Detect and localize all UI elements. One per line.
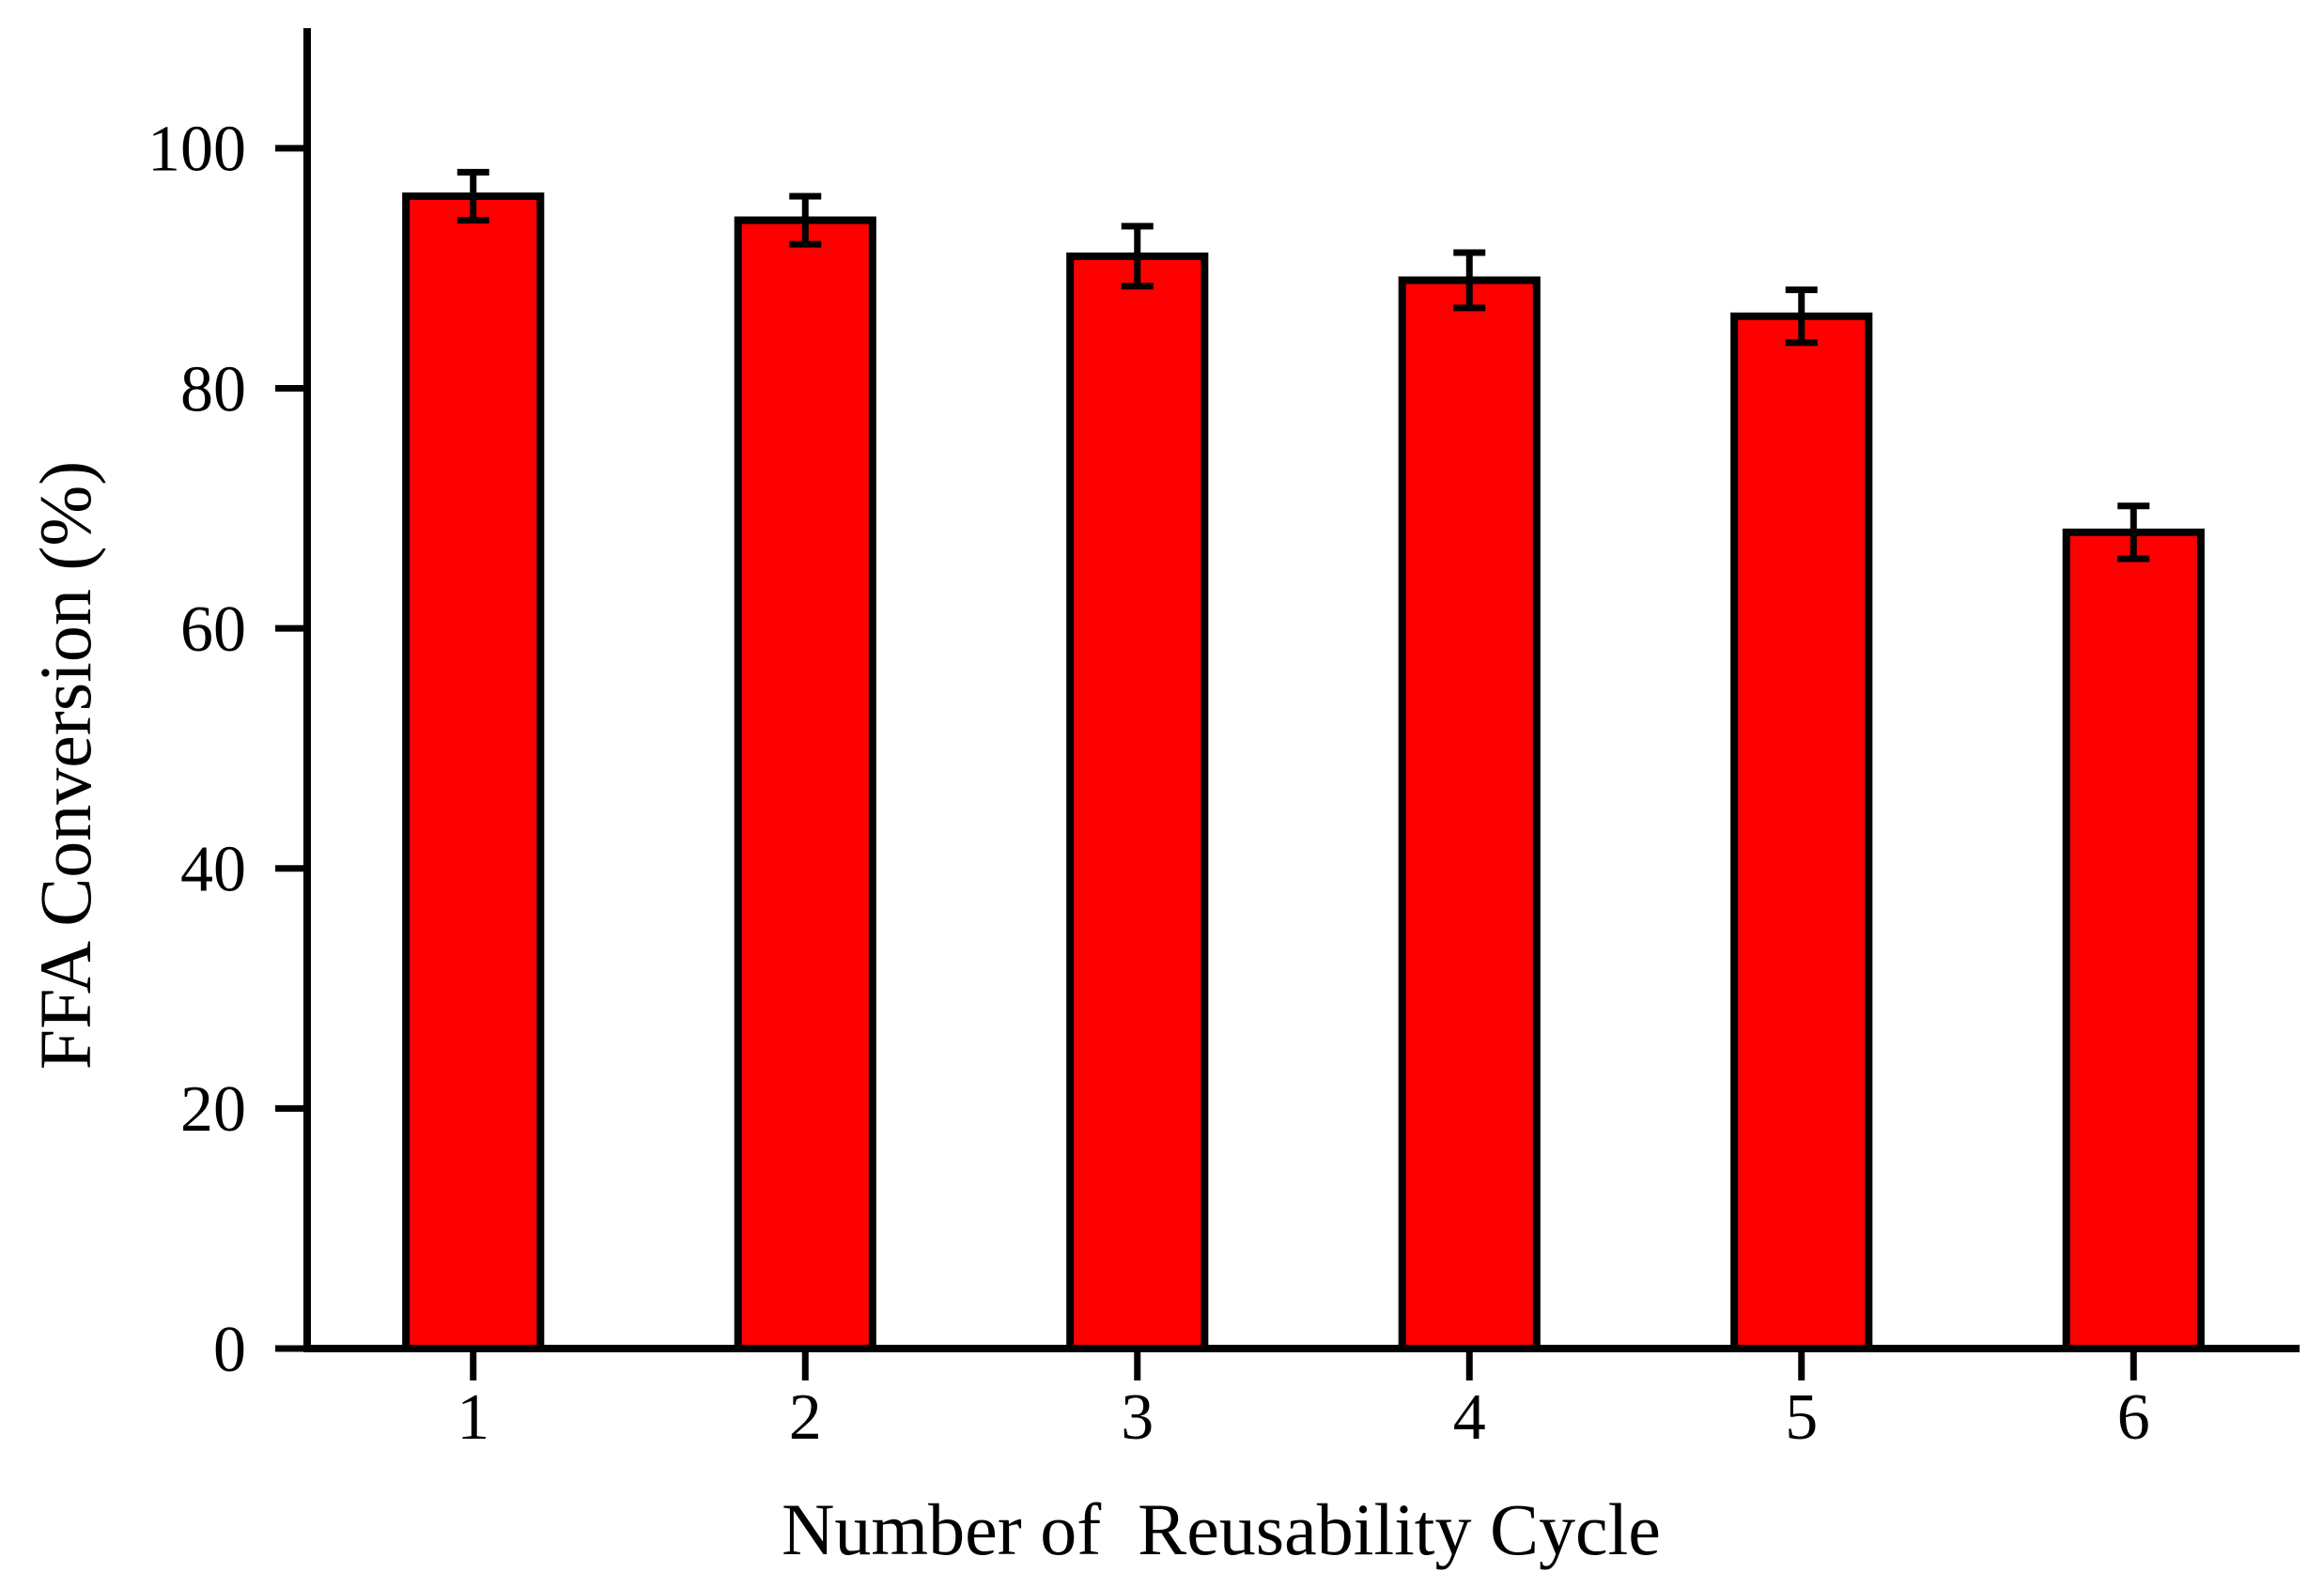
x-tick-label-6: 6 xyxy=(2117,1381,2150,1454)
y-tick-label-60: 60 xyxy=(180,594,246,666)
x-tick-label-2: 2 xyxy=(789,1381,822,1454)
bar-cycle-1 xyxy=(402,192,545,1353)
y-axis-title: FFA Conversion (%) xyxy=(24,461,106,1071)
bar-cycle-3 xyxy=(1066,252,1209,1353)
bar-cycle-4 xyxy=(1398,276,1541,1352)
bar-cycle-2 xyxy=(734,216,876,1353)
x-tick-label-5: 5 xyxy=(1785,1381,1818,1454)
y-tick-label-20: 20 xyxy=(180,1073,246,1146)
plot-area: 0 20 40 60 80 100 1 2 3 4 5 6 xyxy=(147,28,2300,1454)
y-tick-label-100: 100 xyxy=(147,114,246,186)
x-tick-label-4: 4 xyxy=(1453,1381,1486,1454)
y-tick-label-40: 40 xyxy=(180,834,246,906)
bar-cycle-5 xyxy=(1730,312,1873,1352)
x-tick-label-1: 1 xyxy=(457,1381,489,1454)
y-tick-label-80: 80 xyxy=(180,353,246,425)
y-tick-label-0: 0 xyxy=(213,1314,246,1386)
x-axis-title: Number of Reusability Cycle xyxy=(782,1488,1661,1570)
bar-cycle-6 xyxy=(2062,528,2205,1352)
x-tick-label-3: 3 xyxy=(1121,1381,1154,1454)
